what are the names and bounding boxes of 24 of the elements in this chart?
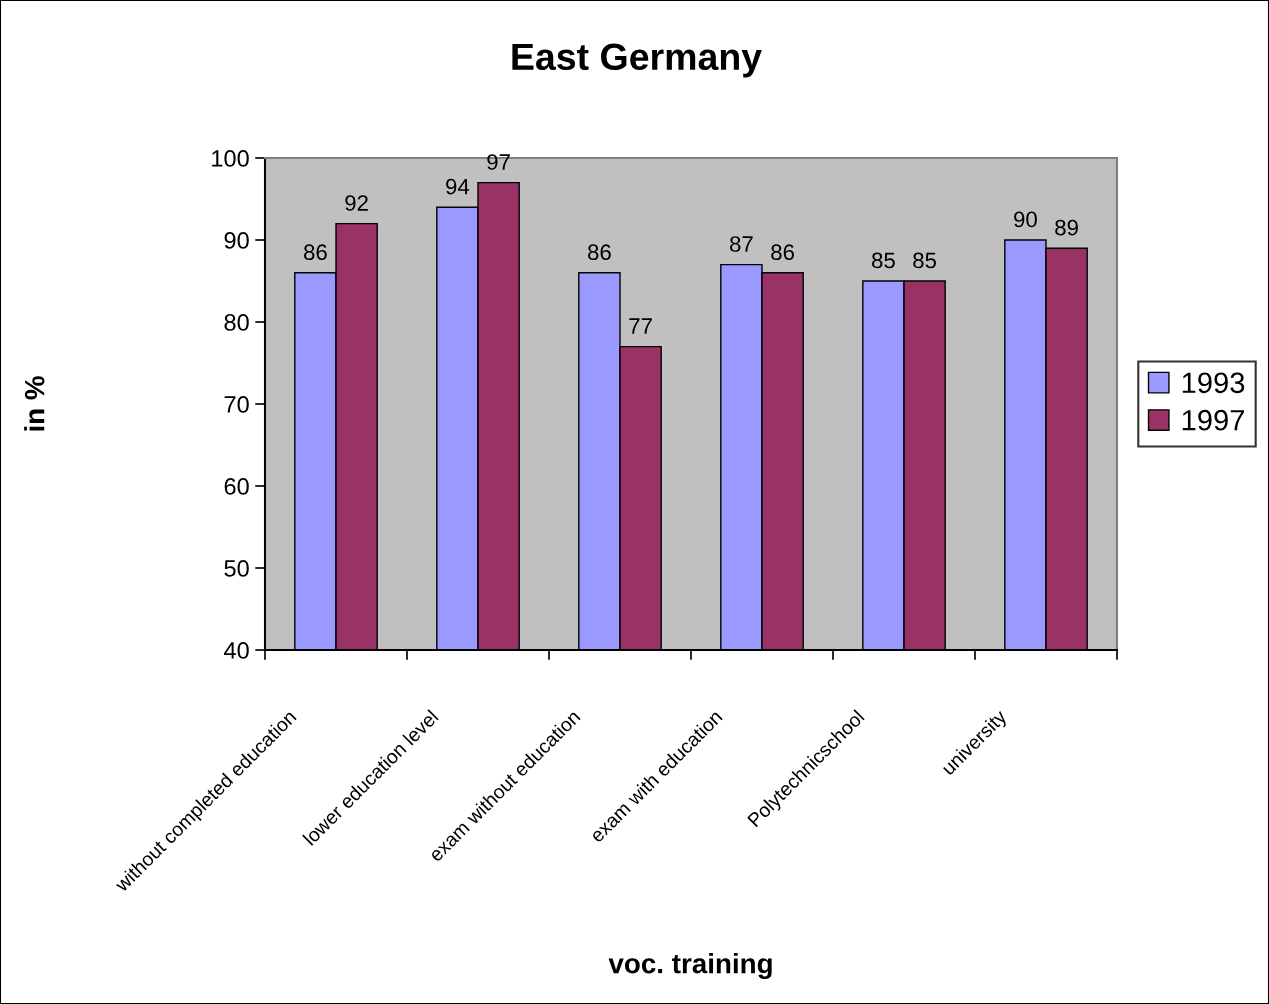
- data-label: 87: [730, 236, 753, 252]
- legend-label: 1997: [1182, 409, 1245, 431]
- data-label: 89: [1055, 219, 1078, 236]
- y-tick-label: 50: [224, 560, 249, 577]
- y-tick-label: 40: [224, 642, 249, 659]
- data-label: 86: [588, 244, 611, 261]
- x-axis-title: voc. training: [608, 953, 772, 980]
- y-tick-label: 90: [224, 232, 249, 249]
- y-tick-label: 100: [212, 150, 249, 167]
- chart-title: East Germany: [512, 43, 762, 78]
- y-tick-label: 70: [224, 396, 249, 413]
- data-label: 94: [446, 178, 470, 195]
- data-label: 77: [629, 318, 652, 334]
- y-tick-label: 80: [224, 314, 249, 331]
- data-label: 97: [487, 154, 510, 170]
- data-label: 85: [872, 252, 895, 269]
- data-label: 90: [1014, 211, 1037, 228]
- y-axis-title: in %: [24, 376, 45, 431]
- y-tick-label: 60: [224, 478, 249, 495]
- data-label: 86: [304, 244, 327, 261]
- data-label: 86: [771, 244, 794, 261]
- legend-label: 1993: [1182, 372, 1245, 394]
- data-label: 85: [913, 252, 937, 269]
- data-label: 92: [345, 195, 368, 211]
